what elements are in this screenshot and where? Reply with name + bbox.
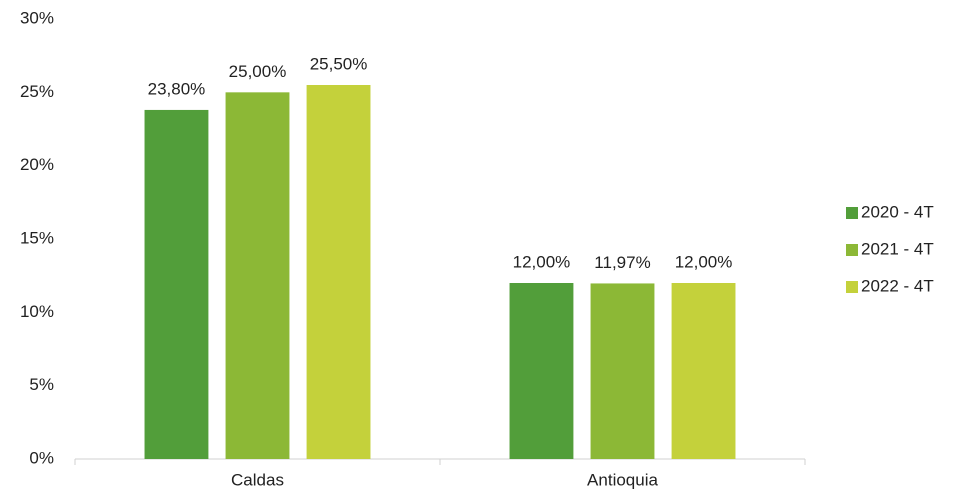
y-tick-label: 15%	[20, 228, 54, 247]
value-label: 12,00%	[513, 252, 571, 271]
legend-label: 2021 - 4T	[861, 239, 934, 258]
legend-label: 2020 - 4T	[861, 202, 934, 221]
value-label: 25,50%	[310, 54, 368, 73]
value-label: 25,00%	[229, 62, 287, 81]
value-label: 11,97%	[594, 253, 650, 272]
legend-swatch	[846, 244, 858, 256]
bar	[509, 283, 574, 459]
legend-swatch	[846, 207, 858, 219]
y-tick-label: 0%	[29, 448, 54, 467]
legend-label: 2022 - 4T	[861, 276, 934, 295]
legend-swatch	[846, 281, 858, 293]
y-tick-label: 20%	[20, 155, 54, 174]
value-label: 12,00%	[675, 252, 733, 271]
bar	[590, 283, 655, 459]
bar	[671, 283, 736, 459]
y-tick-label: 30%	[20, 8, 54, 27]
bar	[306, 85, 371, 459]
y-tick-label: 25%	[20, 82, 54, 101]
bar	[225, 92, 290, 459]
y-tick-label: 10%	[20, 302, 54, 321]
value-label: 23,80%	[148, 79, 206, 98]
x-tick-label: Antioquia	[587, 470, 658, 489]
y-tick-label: 5%	[29, 375, 54, 394]
bar	[144, 109, 209, 459]
x-tick-label: Caldas	[231, 470, 284, 489]
